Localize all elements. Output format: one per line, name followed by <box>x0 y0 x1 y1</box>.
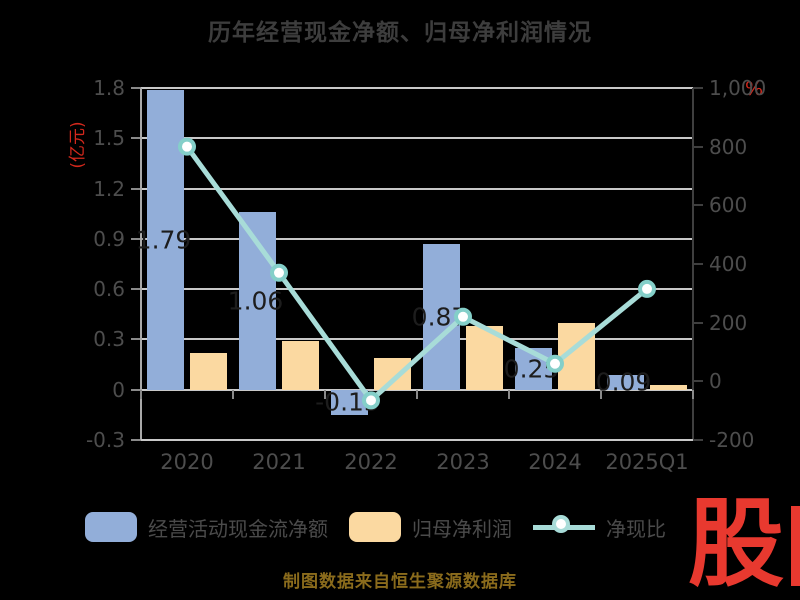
line-data-point[interactable] <box>546 354 564 373</box>
right-axis-tick <box>693 321 703 324</box>
x-axis-category-label: 2022 <box>344 450 398 474</box>
line-data-point[interactable] <box>454 307 472 326</box>
right-axis-tick <box>693 380 703 383</box>
right-axis-unit-label: % <box>745 78 764 100</box>
left-axis-tick-label: 1.5 <box>93 126 125 151</box>
x-axis-tick <box>692 389 694 399</box>
left-axis-tick <box>131 388 141 391</box>
gridline <box>141 288 693 291</box>
bar-value-label: 1.06 <box>227 286 284 316</box>
gridline <box>141 338 693 341</box>
left-axis-tick-label: -0.3 <box>85 428 125 452</box>
x-axis-category-label: 2024 <box>528 450 582 474</box>
watermark-logo-clipped-fragment <box>791 506 800 586</box>
chart-title: 历年经营现金净额、归母净利润情况 <box>208 20 592 46</box>
bar-operating-cashflow[interactable] <box>147 89 184 390</box>
x-axis-tick <box>232 389 234 399</box>
left-axis-line <box>140 88 142 440</box>
left-axis-tick-label: 0.9 <box>93 226 125 251</box>
left-axis-tick <box>131 288 141 291</box>
x-axis-tick <box>600 389 602 399</box>
left-axis-tick-label: 0 <box>112 377 125 402</box>
x-axis-tick <box>416 389 418 399</box>
legend-swatch-net-profit <box>349 512 401 542</box>
right-axis-tick-label: 800 <box>709 134 748 159</box>
x-axis-tick <box>140 389 142 399</box>
gridline <box>141 237 693 240</box>
right-axis-tick <box>693 145 703 148</box>
right-axis-line <box>692 88 694 440</box>
line-data-point[interactable] <box>178 137 196 156</box>
left-axis-tick <box>131 187 141 190</box>
right-axis-tick <box>693 87 703 89</box>
left-axis-tick <box>131 338 141 341</box>
left-axis-tick <box>131 137 141 140</box>
legend-item-net-cash-ratio[interactable]: 净现比 <box>533 512 666 542</box>
left-axis-tick <box>131 439 141 441</box>
x-axis-category-label: 2025Q1 <box>605 450 689 474</box>
legend-line-marker-icon <box>533 512 595 542</box>
x-axis-category-label: 2020 <box>160 450 214 474</box>
x-axis-category-label: 2021 <box>252 450 306 474</box>
line-data-point[interactable] <box>362 391 380 410</box>
left-axis-tick <box>131 237 141 240</box>
gridline <box>141 87 693 89</box>
left-axis-tick-label: 0.6 <box>93 277 125 302</box>
legend-item-net-profit[interactable]: 归母净利润 <box>349 512 512 542</box>
legend-swatch-operating-cashflow <box>85 512 137 542</box>
right-axis-tick-label: 600 <box>709 193 748 218</box>
right-axis-tick-label: 400 <box>709 252 748 276</box>
x-axis-tick <box>508 389 510 399</box>
legend-label: 归母净利润 <box>412 516 512 541</box>
legend-label: 经营活动现金流净额 <box>148 516 328 541</box>
data-source-caption: 制图数据来自恒生聚源数据库 <box>283 572 517 592</box>
legend-label: 净现比 <box>606 516 666 541</box>
right-axis-tick-label: 200 <box>709 310 748 335</box>
bar-net-profit[interactable] <box>190 352 227 390</box>
bar-net-profit[interactable] <box>650 384 687 390</box>
x-axis-tick <box>324 389 326 399</box>
right-axis-tick-label: 1,000 <box>709 76 767 100</box>
right-axis-tick-label: 0 <box>709 369 722 394</box>
right-axis-tick <box>693 204 703 207</box>
legend: 经营活动现金流净额 归母净利润 净现比 <box>85 512 687 542</box>
left-axis-tick <box>131 87 141 89</box>
right-axis-tick-label: -200 <box>709 428 755 452</box>
watermark-logo: 股 <box>688 488 784 600</box>
right-axis-tick <box>693 263 703 265</box>
bar-operating-cashflow[interactable] <box>331 389 368 415</box>
gridline <box>141 137 693 140</box>
line-data-point[interactable] <box>270 263 288 282</box>
bar-operating-cashflow[interactable] <box>423 243 460 390</box>
line-data-point[interactable] <box>638 279 656 298</box>
left-axis-tick-label: 1.8 <box>93 76 125 100</box>
bar-net-profit[interactable] <box>282 341 319 390</box>
left-axis-tick-label: 1.2 <box>93 176 125 201</box>
bar-operating-cashflow[interactable] <box>607 374 644 390</box>
bar-net-profit[interactable] <box>374 357 411 390</box>
left-axis-tick-label: 0.3 <box>93 327 125 352</box>
bar-value-label: 0.09 <box>595 367 652 397</box>
x-axis-category-label: 2023 <box>436 450 490 474</box>
bottom-axis-line <box>141 439 693 441</box>
legend-item-operating-cashflow[interactable]: 经营活动现金流净额 <box>85 512 328 542</box>
bar-value-label: 1.79 <box>135 225 192 255</box>
gridline <box>141 187 693 190</box>
right-axis-tick <box>693 439 703 441</box>
